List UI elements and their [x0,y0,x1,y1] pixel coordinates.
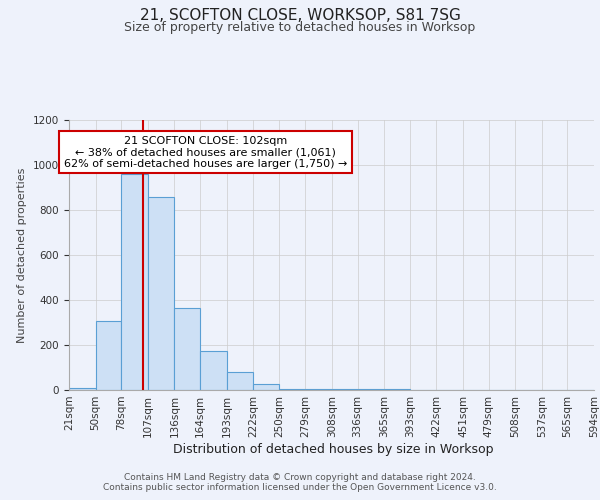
Bar [95,322,121,390]
Text: 21 SCOFTON CLOSE: 102sqm
← 38% of detached houses are smaller (1,061)
62% of sem: 21 SCOFTON CLOSE: 102sqm ← 38% of detach… [64,136,347,169]
Text: Contains HM Land Registry data © Crown copyright and database right 2024.
Contai: Contains HM Land Registry data © Crown c… [103,472,497,492]
Bar [200,350,227,390]
Bar [175,308,200,390]
Text: Distribution of detached houses by size in Worksop: Distribution of detached houses by size … [173,442,493,456]
Bar [69,388,95,390]
Text: 21, SCOFTON CLOSE, WORKSOP, S81 7SG: 21, SCOFTON CLOSE, WORKSOP, S81 7SG [140,8,460,22]
Y-axis label: Number of detached properties: Number of detached properties [17,168,28,342]
Bar [279,389,305,390]
Bar [227,372,253,390]
Bar [148,196,175,390]
Bar [253,384,279,390]
Text: Size of property relative to detached houses in Worksop: Size of property relative to detached ho… [124,21,476,34]
Bar [305,389,332,390]
Bar [332,389,358,390]
Bar [121,174,148,390]
